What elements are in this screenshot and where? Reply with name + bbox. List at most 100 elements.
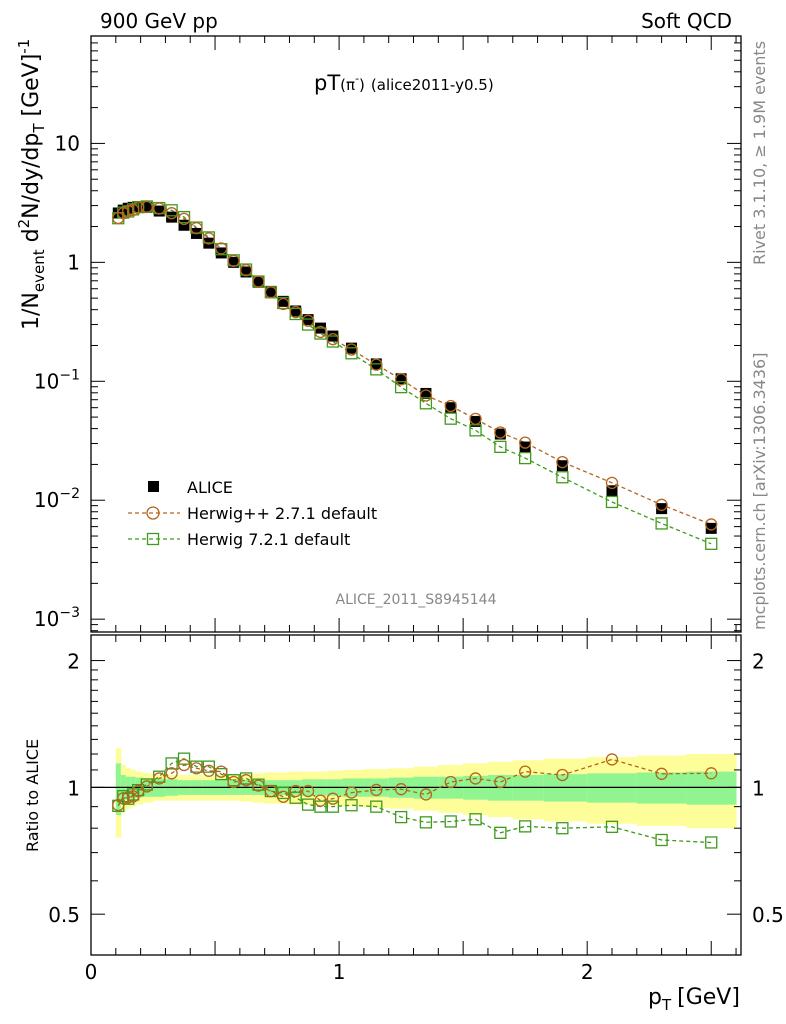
herwigpp-ratio-point	[215, 765, 228, 778]
band-inner-segment	[636, 772, 687, 804]
herwig7-point	[419, 397, 433, 410]
herwig7-ratio-point	[177, 752, 191, 765]
herwigpp-ratio-point	[140, 780, 153, 793]
herwigpp-point	[705, 518, 718, 531]
herwigpp-point	[655, 498, 668, 511]
header-right: Soft QCD	[641, 9, 732, 33]
herwig7-ratio-point	[289, 791, 302, 804]
herwigpp-ratio-point	[370, 783, 383, 797]
legend-herwigpp-label: Herwig++ 2.7.1 default	[187, 504, 377, 523]
herwigpp-ratio-point	[519, 765, 532, 778]
herwigpp-point	[556, 455, 569, 469]
legend-herwig7-marker	[146, 532, 160, 546]
ratio-y-tick-label-left: 0.5	[48, 903, 80, 927]
herwigpp-ratio-point	[314, 794, 327, 807]
herwigpp-ratio-point	[345, 786, 358, 799]
herwig7-ratio-point	[705, 836, 718, 849]
herwigpp-ratio-point	[444, 775, 457, 789]
herwig7-point	[494, 440, 507, 454]
herwig7-ratio-point	[326, 800, 340, 813]
alice-point	[277, 295, 289, 307]
alice-point	[556, 460, 568, 472]
herwigpp-ratio-point	[655, 767, 668, 780]
main-y-tick-label: 10−2	[34, 486, 80, 512]
band-inner-segment	[115, 763, 122, 815]
alice-point	[519, 441, 531, 453]
ratio-y-tick-label-left: 1	[67, 776, 80, 800]
herwigpp-point	[345, 343, 358, 356]
herwigpp-point	[190, 221, 203, 235]
herwigpp-ratio-point	[277, 790, 290, 803]
herwig7-ratio-point	[605, 820, 619, 833]
herwigpp-point	[177, 212, 191, 226]
ratio-plot-marks	[112, 752, 718, 849]
herwig7-point	[519, 451, 532, 465]
legend-alice-label: ALICE	[187, 478, 233, 497]
alice-point	[395, 373, 407, 385]
herwigpp-point	[252, 275, 265, 288]
main-y-tick-label: 10−3	[34, 605, 80, 631]
herwigpp-ratio-point	[227, 775, 240, 789]
alice-point	[228, 256, 240, 268]
herwigpp-point	[394, 373, 408, 386]
legend-herwigpp-marker	[146, 506, 160, 520]
alice-point	[240, 266, 252, 278]
herwigpp-ratio-point	[264, 784, 278, 798]
herwigpp-point	[215, 242, 228, 255]
alice-point	[656, 503, 668, 515]
herwigpp-point	[153, 202, 166, 215]
ratio-y-tick-label-right: 0.5	[752, 903, 784, 927]
herwigpp-point	[326, 333, 340, 346]
herwig7-point	[705, 537, 718, 550]
herwig7-point	[370, 363, 383, 376]
alice-point	[252, 276, 264, 288]
main-axes: 10 1 10−1 10−2 10−3	[34, 35, 742, 633]
herwig7-ratio-point	[469, 813, 482, 826]
ratio-plot-frame	[90, 634, 742, 956]
alice-point	[445, 402, 457, 414]
herwig7-ratio-point	[494, 826, 507, 839]
herwigpp-ratio-point	[252, 779, 265, 792]
herwigpp-ratio-point	[177, 758, 191, 772]
alice-point	[215, 247, 227, 259]
herwig7-ratio-point	[519, 820, 532, 833]
band-inner-segment	[686, 771, 737, 805]
herwigpp-point	[469, 412, 482, 426]
herwigpp-point	[419, 389, 433, 402]
main-plot-frame	[90, 35, 742, 633]
herwig7-point	[345, 347, 358, 360]
ratio-y-tick-label-right: 2	[752, 650, 765, 674]
alice-point	[141, 201, 153, 213]
x-tick-label: 2	[581, 960, 594, 984]
alice-point	[420, 387, 432, 399]
ratio-y-tick-label-right: 1	[752, 776, 765, 800]
ratio-y-tick-label-left: 2	[67, 650, 80, 674]
herwigpp-line	[117, 206, 712, 526]
herwigpp-point	[202, 232, 215, 245]
herwig7-ratio-point	[277, 786, 290, 800]
legend-herwig7-label: Herwig 7.2.1 default	[187, 530, 350, 549]
main-y-tick-label: 1	[67, 250, 80, 274]
herwigpp-ratio-point	[605, 753, 619, 766]
herwigpp-point	[264, 286, 278, 299]
herwigpp-ratio-point	[289, 784, 302, 798]
herwig7-ratio-point	[301, 798, 315, 811]
herwig7-ratio-point	[419, 816, 433, 829]
legend-alice-marker	[148, 481, 159, 492]
herwigpp-ratio-point	[494, 775, 507, 789]
herwigpp-point	[519, 436, 532, 449]
herwigpp-ratio-point	[190, 762, 203, 775]
herwigpp-point	[605, 476, 619, 489]
herwigpp-ratio-point	[394, 783, 408, 796]
mcplots-label: mcplots.cern.ch [arXiv:1306.3436]	[750, 353, 769, 630]
herwig7-ratio-point	[556, 822, 569, 835]
herwig7-point	[556, 471, 569, 484]
herwig7-ratio-point	[444, 815, 457, 828]
ratio-axes: 2 2 1 1 0.5 0.5 0 1 2	[48, 634, 784, 984]
herwig7-ratio-point	[165, 757, 178, 770]
herwig7-point	[444, 412, 457, 425]
alice-point	[606, 485, 618, 497]
herwigpp-ratio-point	[153, 772, 166, 785]
herwigpp-ratio-point	[556, 768, 569, 782]
